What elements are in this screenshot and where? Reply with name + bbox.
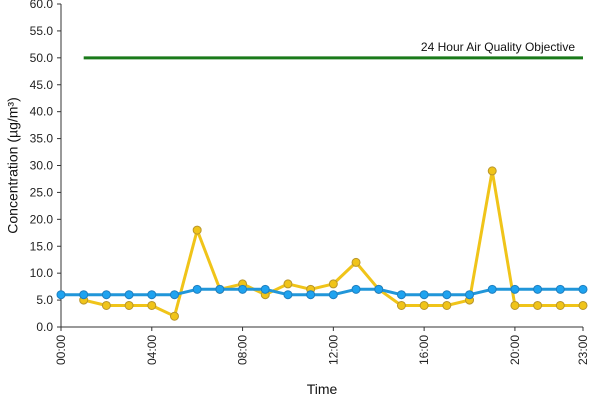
- series-2-point: [79, 290, 89, 300]
- series-2-point: [101, 290, 111, 300]
- series-2-point: [215, 284, 225, 294]
- x-tick-label: 23:00: [576, 335, 590, 365]
- series-2-point: [487, 284, 497, 294]
- y-tick-label: 60.0: [30, 0, 54, 11]
- series-2-point: [56, 290, 66, 300]
- y-tick-label: 15.0: [30, 239, 54, 253]
- series-2-point: [328, 290, 338, 300]
- y-tick-label: 35.0: [30, 132, 54, 146]
- series-2-point: [351, 284, 361, 294]
- series-2-point: [260, 284, 270, 294]
- series-2-point: [465, 290, 475, 300]
- series-group: [56, 166, 588, 321]
- y-tick-label: 55.0: [30, 24, 54, 38]
- series-1-point: [101, 300, 111, 310]
- series-2-point: [306, 290, 316, 300]
- series-2-point: [396, 290, 406, 300]
- series-2-point: [419, 290, 429, 300]
- x-axis-title: Time: [307, 381, 338, 397]
- series-1-point: [442, 300, 452, 310]
- series-1-point: [487, 166, 497, 176]
- series-2-point: [147, 290, 157, 300]
- y-tick-label: 0.0: [36, 320, 53, 334]
- x-tick-label: 20:00: [508, 335, 522, 365]
- series-1-point: [124, 300, 134, 310]
- x-tick-label: 16:00: [417, 335, 431, 365]
- y-tick-label: 50.0: [30, 51, 54, 65]
- series-2-point: [283, 290, 293, 300]
- y-tick-label: 25.0: [30, 185, 54, 199]
- y-tick-label: 30.0: [30, 159, 54, 173]
- y-tick-labels: 0.0 5.0 10.0 15.0 20.0 25.0 30.0 35.0 40.0 45.0 50…: [30, 0, 54, 334]
- x-tick-label: 04:00: [145, 335, 159, 365]
- y-tick-label: 45.0: [30, 78, 54, 92]
- series-1-point: [533, 300, 543, 310]
- y-tick-label: 20.0: [30, 212, 54, 226]
- series-2-line: [59, 287, 585, 297]
- x-tick-labels: 00:00 04:00 08:00 12:00 16:00 20:00 23:00: [54, 335, 590, 365]
- y-tick-label: 10.0: [30, 266, 54, 280]
- series-2-point: [578, 284, 588, 294]
- series-2-point: [555, 284, 565, 294]
- series-1-point: [192, 225, 202, 235]
- series-2-point: [238, 284, 248, 294]
- series-2-point: [169, 290, 179, 300]
- series-1-point: [419, 300, 429, 310]
- series-2-point: [533, 284, 543, 294]
- series-1-point: [283, 279, 293, 289]
- series-1-point: [147, 300, 157, 310]
- series-2-point: [192, 284, 202, 294]
- series-2-point: [124, 290, 134, 300]
- series-1-point: [578, 300, 588, 310]
- y-tick-label: 40.0: [30, 105, 54, 119]
- series-1-point: [169, 311, 179, 321]
- y-tick-label: 5.0: [36, 293, 53, 307]
- series-2-point: [442, 290, 452, 300]
- x-tick-label: 12:00: [326, 335, 340, 365]
- axes: [57, 3, 584, 331]
- series-1-point: [510, 300, 520, 310]
- y-axis-title: Concentration (µg/m³): [5, 97, 21, 233]
- series-2-point: [374, 284, 384, 294]
- series-1-point: [351, 257, 361, 267]
- x-tick-label: 00:00: [54, 335, 68, 365]
- x-tick-label: 08:00: [236, 335, 250, 365]
- objective-label: 24 Hour Air Quality Objective: [421, 40, 575, 54]
- series-1-point: [555, 300, 565, 310]
- series-1-point: [328, 279, 338, 289]
- series-1-point: [396, 300, 406, 310]
- objective-line-group: 24 Hour Air Quality Objective: [83, 40, 583, 60]
- series-2-point: [510, 284, 520, 294]
